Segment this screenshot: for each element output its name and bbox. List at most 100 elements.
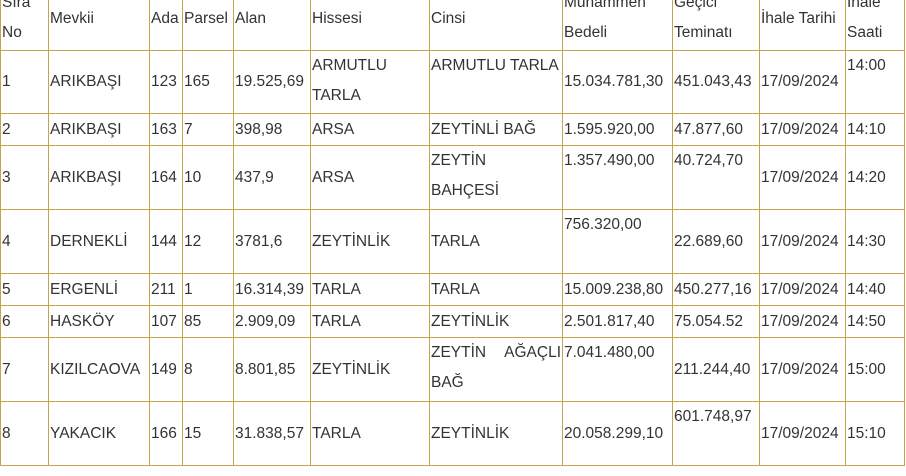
cell-ada: 123	[149, 50, 183, 114]
cell-cinsi: ZEYTİNLİ BAĞ	[429, 113, 563, 146]
cell-tarih: 17/09/2024	[759, 113, 846, 146]
table-row: 8 YAKACIK 166 15 31.838,57 TARLA ZEYTİNL…	[0, 401, 905, 466]
table-row: 2 ARIKBAŞI 163 7 398,98 ARSA ZEYTİNLİ BA…	[0, 113, 905, 146]
cell-saat: 15:10	[845, 401, 905, 466]
cell-teminat: 40.724,70	[672, 145, 760, 210]
cell-ada: 164	[149, 145, 183, 210]
cell-teminat: 211.244,40	[672, 337, 760, 402]
header-ihale-tarihi: İhale Tarihi	[759, 0, 846, 51]
header-row: Sıra No Mevkii Ada Parsel Alan Hissesi C…	[0, 0, 905, 51]
cell-hissesi: ARSA	[310, 145, 430, 210]
cell-tarih: 17/09/2024	[759, 401, 846, 466]
cell-teminat: 601.748,97	[672, 401, 760, 466]
cell-cinsi: ZEYTİN BAHÇESİ	[429, 145, 563, 210]
cell-hissesi: ARSA	[310, 113, 430, 146]
cell-mevkii: KIZILCAOVA	[48, 337, 150, 402]
cell-mevkii: HASKÖY	[48, 305, 150, 338]
cell-parsel: 1	[182, 273, 234, 306]
cell-parsel: 15	[182, 401, 234, 466]
cell-no: 6	[0, 305, 49, 338]
cell-hissesi: ARMUTLU TARLA	[310, 50, 430, 114]
header-parsel: Parsel	[182, 0, 234, 51]
cell-muhammen: 2.501.817,40	[562, 305, 673, 338]
cell-saat: 14:30	[845, 209, 905, 274]
cell-tarih: 17/09/2024	[759, 145, 846, 210]
cell-teminat: 75.054.52	[672, 305, 760, 338]
cell-no: 5	[0, 273, 49, 306]
cell-cinsi-text: ZEYTİN BAHÇESİ	[431, 152, 500, 199]
header-ihale-saati: İhale Saati	[845, 0, 905, 51]
cell-saat: 14:50	[845, 305, 905, 338]
cell-no: 8	[0, 401, 49, 466]
cell-mevkii: YAKACIK	[48, 401, 150, 466]
cell-cinsi: TARLA	[429, 209, 563, 274]
cell-cinsi: ZEYTİNLİK	[429, 401, 563, 466]
cell-mevkii: DERNEKLİ	[48, 209, 150, 274]
cell-cinsi: ARMUTLU TARLA	[429, 50, 563, 114]
cell-hissesi: TARLA	[310, 305, 430, 338]
table-row: 6 HASKÖY 107 85 2.909,09 TARLA ZEYTİNLİK…	[0, 305, 905, 338]
cell-mevkii: ARIKBAŞI	[48, 113, 150, 146]
cell-ada: 211	[149, 273, 183, 306]
header-sira-no: Sıra No	[0, 0, 49, 51]
cell-alan: 16.314,39	[233, 273, 311, 306]
cell-saat: 14:00	[845, 50, 905, 114]
cell-cinsi-text: ZEYTİN AĞAÇLI BAĞ	[431, 344, 561, 391]
cell-muhammen: 20.058.299,10	[562, 401, 673, 466]
cell-parsel: 8	[182, 337, 234, 402]
header-ada: Ada	[149, 0, 183, 51]
cell-muhammen: 1.595.920,00	[562, 113, 673, 146]
cell-alan: 2.909,09	[233, 305, 311, 338]
cell-teminat: 450.277,16	[672, 273, 760, 306]
cell-alan: 19.525,69	[233, 50, 311, 114]
cell-muhammen: 756.320,00	[562, 209, 673, 274]
cell-alan: 8.801,85	[233, 337, 311, 402]
cell-hissesi: TARLA	[310, 273, 430, 306]
cell-parsel: 7	[182, 113, 234, 146]
cell-parsel: 85	[182, 305, 234, 338]
cell-alan: 398,98	[233, 113, 311, 146]
cell-muhammen: 15.009.238,80	[562, 273, 673, 306]
header-muhammen-bedeli: Muhammen Bedeli	[562, 0, 673, 51]
table-row: 5 ERGENLİ 211 1 16.314,39 TARLA TARLA 15…	[0, 273, 905, 306]
header-gecici-teminati: Geçici Teminatı	[672, 0, 760, 51]
cell-parsel: 165	[182, 50, 234, 114]
cell-ada: 149	[149, 337, 183, 402]
cell-teminat: 47.877,60	[672, 113, 760, 146]
cell-saat: 14:40	[845, 273, 905, 306]
cell-ada: 163	[149, 113, 183, 146]
header-mevkii: Mevkii	[48, 0, 150, 51]
cell-ada: 144	[149, 209, 183, 274]
cell-hissesi: TARLA	[310, 401, 430, 466]
cell-alan: 437,9	[233, 145, 311, 210]
table-row: 4 DERNEKLİ 144 12 3781,6 ZEYTİNLİK TARLA…	[0, 209, 905, 274]
cell-muhammen: 7.041.480,00	[562, 337, 673, 402]
cell-tarih: 17/09/2024	[759, 273, 846, 306]
cell-muhammen: 1.357.490,00	[562, 145, 673, 210]
cell-alan: 31.838,57	[233, 401, 311, 466]
cell-hissesi: ZEYTİNLİK	[310, 337, 430, 402]
table-row: 3 ARIKBAŞI 164 10 437,9 ARSA ZEYTİN BAHÇ…	[0, 145, 905, 210]
cell-mevkii: ARIKBAŞI	[48, 50, 150, 114]
cell-mevkii: ERGENLİ	[48, 273, 150, 306]
cell-parsel: 10	[182, 145, 234, 210]
cell-saat: 14:20	[845, 145, 905, 210]
header-alan: Alan	[233, 0, 311, 51]
cell-ada: 166	[149, 401, 183, 466]
cell-cinsi: ZEYTİN AĞAÇLI BAĞ	[429, 337, 563, 402]
header-hissesi: Hissesi	[310, 0, 430, 51]
cell-no: 3	[0, 145, 49, 210]
cell-muhammen: 15.034.781,30	[562, 50, 673, 114]
cell-hissesi: ZEYTİNLİK	[310, 209, 430, 274]
cell-tarih: 17/09/2024	[759, 50, 846, 114]
cell-parsel: 12	[182, 209, 234, 274]
cell-tarih: 17/09/2024	[759, 337, 846, 402]
cell-tarih: 17/09/2024	[759, 209, 846, 274]
cell-teminat: 451.043,43	[672, 50, 760, 114]
cell-saat: 14:10	[845, 113, 905, 146]
header-cinsi: Cinsi	[429, 0, 563, 51]
cell-no: 7	[0, 337, 49, 402]
cell-tarih: 17/09/2024	[759, 305, 846, 338]
table-row: 1 ARIKBAŞI 123 165 19.525,69 ARMUTLU TAR…	[0, 50, 905, 114]
